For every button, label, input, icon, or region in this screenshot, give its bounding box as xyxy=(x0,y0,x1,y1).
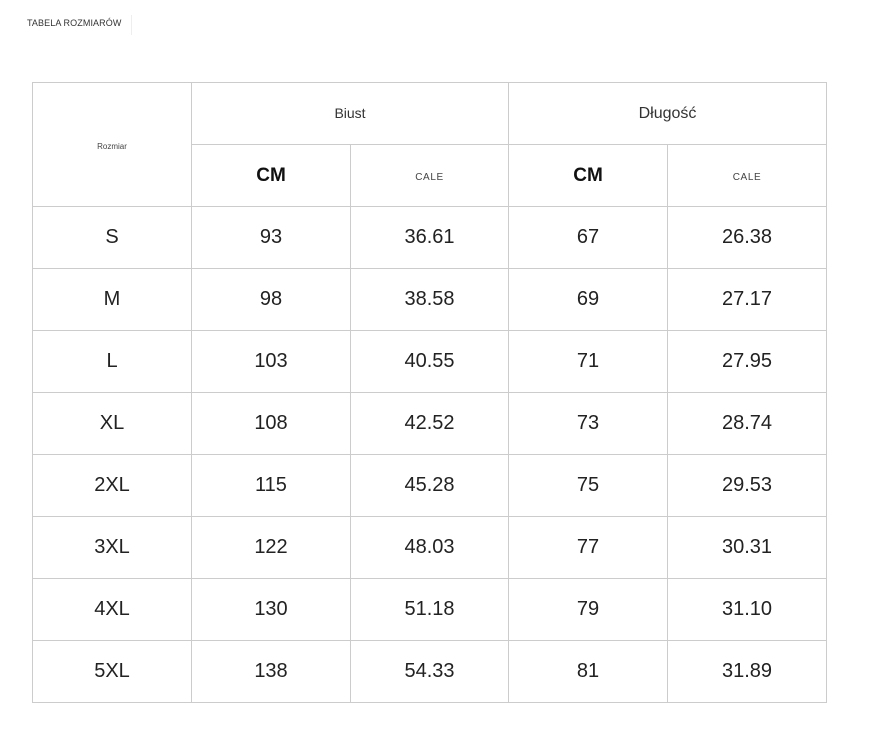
bust-cm-cell: 93 xyxy=(191,206,351,269)
table-row: S 93 36.61 67 26.38 xyxy=(32,206,827,269)
table-row: 4XL 130 51.18 79 31.10 xyxy=(32,578,827,641)
length-cm-cell: 77 xyxy=(508,516,668,579)
table-row: L 103 40.55 71 27.95 xyxy=(32,330,827,393)
length-cm-cell: 73 xyxy=(508,392,668,455)
size-cell: 5XL xyxy=(32,640,192,703)
table-row: 5XL 138 54.33 81 31.89 xyxy=(32,640,827,703)
bust-inch-cell: 45.28 xyxy=(350,454,509,517)
bust-inch-cell: 36.61 xyxy=(350,206,509,269)
bust-cm-cell: 115 xyxy=(191,454,351,517)
length-inch-cell: 27.17 xyxy=(667,268,827,331)
length-group-label: Długość xyxy=(638,104,697,122)
table-row: 3XL 122 48.03 77 30.31 xyxy=(32,516,827,579)
table-row: 2XL 115 45.28 75 29.53 xyxy=(32,454,827,517)
table-row: XL 108 42.52 73 28.74 xyxy=(32,392,827,455)
unit-label-inch: CALE xyxy=(732,171,762,183)
size-cell: M xyxy=(32,268,192,331)
bust-inch-cell: 38.58 xyxy=(350,268,509,331)
length-inch-cell: 31.89 xyxy=(667,640,827,703)
bust-inch-cell: 48.03 xyxy=(350,516,509,579)
length-inch-cell: 31.10 xyxy=(667,578,827,641)
length-group-header: Długość xyxy=(508,82,827,145)
length-cm-cell: 81 xyxy=(508,640,668,703)
length-inch-cell: 28.74 xyxy=(667,392,827,455)
length-cm-cell: 67 xyxy=(508,206,668,269)
length-inch-cell: 26.38 xyxy=(667,206,827,269)
size-cell: S xyxy=(32,206,192,269)
size-table: Rozmiar Biust Długość CM CALE CM CALE xyxy=(32,82,827,703)
length-cm-cell: 69 xyxy=(508,268,668,331)
bust-cm-cell: 138 xyxy=(191,640,351,703)
length-inch-header: CALE xyxy=(667,144,827,207)
bust-inch-cell: 42.52 xyxy=(350,392,509,455)
bust-cm-cell: 108 xyxy=(191,392,351,455)
size-cell: 2XL xyxy=(32,454,192,517)
table-group-header-row: Rozmiar Biust Długość xyxy=(32,82,827,207)
unit-label-cm: CM xyxy=(256,164,286,186)
size-cell: 3XL xyxy=(32,516,192,579)
size-cell: XL xyxy=(32,392,192,455)
bust-cm-header: CM xyxy=(191,144,351,207)
unit-label-inch: CALE xyxy=(415,171,444,183)
unit-label-cm: CM xyxy=(573,164,603,186)
size-cell: L xyxy=(32,330,192,393)
bust-cm-cell: 98 xyxy=(191,268,351,331)
table-row: M 98 38.58 69 27.17 xyxy=(32,268,827,331)
bust-inch-cell: 51.18 xyxy=(350,578,509,641)
bust-group-label: Biust xyxy=(334,104,366,121)
bust-cm-cell: 103 xyxy=(191,330,351,393)
bust-cm-cell: 122 xyxy=(191,516,351,579)
bust-group-header: Biust xyxy=(191,82,509,145)
length-inch-cell: 29.53 xyxy=(667,454,827,517)
bust-inch-cell: 40.55 xyxy=(350,330,509,393)
length-cm-cell: 75 xyxy=(508,454,668,517)
length-cm-header: CM xyxy=(508,144,668,207)
page-title: TABELA ROZMIARÓW xyxy=(27,18,122,28)
size-column-header-label: Rozmiar xyxy=(97,141,127,151)
bust-inch-header: CALE xyxy=(350,144,509,207)
length-cm-cell: 79 xyxy=(508,578,668,641)
length-inch-cell: 30.31 xyxy=(667,516,827,579)
bust-cm-cell: 130 xyxy=(191,578,351,641)
size-cell: 4XL xyxy=(32,578,192,641)
bust-inch-cell: 54.33 xyxy=(350,640,509,703)
size-column-header: Rozmiar xyxy=(32,82,192,207)
length-cm-cell: 71 xyxy=(508,330,668,393)
table-unit-header-row: CM CALE CM CALE xyxy=(33,144,827,207)
title-divider xyxy=(131,15,132,35)
length-inch-cell: 27.95 xyxy=(667,330,827,393)
